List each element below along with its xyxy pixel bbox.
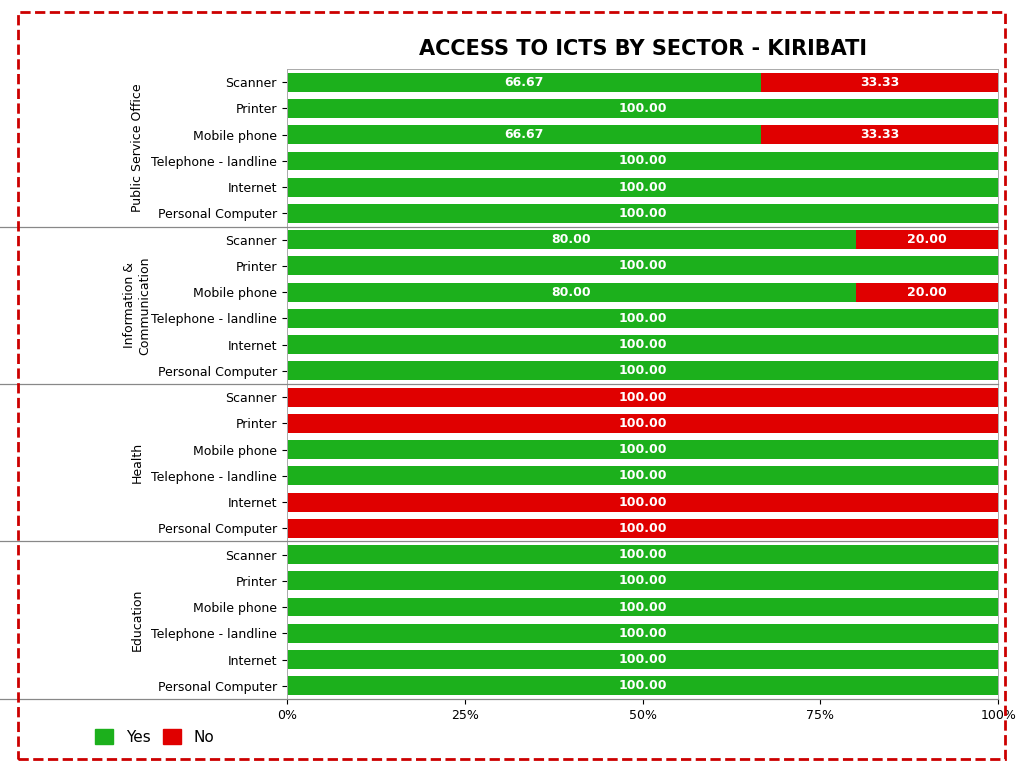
Text: 100.00: 100.00	[618, 653, 667, 666]
Text: 100.00: 100.00	[618, 391, 667, 404]
Text: 33.33: 33.33	[860, 76, 899, 89]
Text: 100.00: 100.00	[618, 574, 667, 588]
Bar	[287, 204, 998, 223]
Bar	[287, 151, 998, 170]
Text: 100.00: 100.00	[618, 521, 667, 535]
Bar	[287, 283, 856, 302]
Bar	[287, 414, 998, 433]
Bar	[287, 519, 998, 538]
Text: Health: Health	[131, 442, 143, 483]
Bar	[287, 335, 998, 354]
Bar	[761, 125, 998, 144]
Bar	[287, 73, 761, 91]
Bar	[287, 677, 998, 695]
Legend: Yes, No: Yes, No	[95, 730, 214, 745]
Bar	[287, 177, 998, 197]
Text: 100.00: 100.00	[618, 102, 667, 115]
Bar	[287, 598, 998, 617]
Text: Information &
Communication: Information & Communication	[123, 256, 152, 355]
Text: 100.00: 100.00	[618, 443, 667, 456]
Text: Education: Education	[131, 589, 143, 651]
Text: 100.00: 100.00	[618, 601, 667, 614]
Bar	[856, 230, 998, 249]
Bar	[287, 545, 998, 564]
Text: 100.00: 100.00	[618, 180, 667, 194]
Text: 100.00: 100.00	[618, 312, 667, 325]
Bar	[287, 99, 998, 118]
Bar	[287, 125, 761, 144]
Bar	[287, 362, 998, 380]
Text: 20.00: 20.00	[907, 286, 947, 299]
Title: ACCESS TO ICTS BY SECTOR - KIRIBATI: ACCESS TO ICTS BY SECTOR - KIRIBATI	[419, 39, 866, 59]
Bar	[287, 388, 998, 406]
Bar	[287, 650, 998, 669]
Bar	[761, 73, 998, 91]
Text: 66.67: 66.67	[504, 128, 544, 141]
Text: 100.00: 100.00	[618, 338, 667, 351]
Bar	[287, 257, 998, 276]
Text: 100.00: 100.00	[618, 154, 667, 167]
Bar	[856, 283, 998, 302]
Text: 100.00: 100.00	[618, 548, 667, 561]
Text: 100.00: 100.00	[618, 495, 667, 508]
Bar	[287, 466, 998, 485]
Text: 80.00: 80.00	[552, 286, 591, 299]
Bar	[287, 230, 856, 249]
Text: 66.67: 66.67	[504, 76, 544, 89]
Bar	[287, 624, 998, 643]
Text: 33.33: 33.33	[860, 128, 899, 141]
Text: Public Service Office: Public Service Office	[131, 84, 143, 212]
Text: 100.00: 100.00	[618, 627, 667, 640]
Text: 80.00: 80.00	[552, 233, 591, 247]
Text: 100.00: 100.00	[618, 679, 667, 692]
Text: 100.00: 100.00	[618, 469, 667, 482]
Text: 100.00: 100.00	[618, 207, 667, 220]
Bar	[287, 571, 998, 591]
Text: 100.00: 100.00	[618, 260, 667, 273]
Text: 20.00: 20.00	[907, 233, 947, 247]
Text: 100.00: 100.00	[618, 417, 667, 430]
Bar	[287, 492, 998, 511]
Bar	[287, 309, 998, 328]
Bar	[287, 440, 998, 459]
Text: 100.00: 100.00	[618, 364, 667, 377]
